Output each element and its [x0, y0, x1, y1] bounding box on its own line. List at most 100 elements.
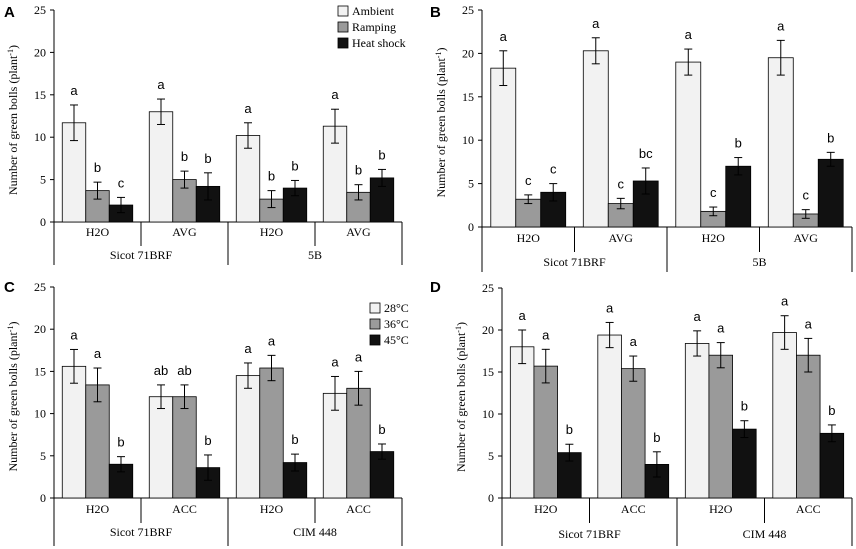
panel-a-ytick-label: 0	[40, 215, 46, 229]
panel-d-bar	[796, 354, 821, 499]
panel-b-significance-letter: b	[827, 130, 834, 145]
panel-d-significance-letter: a	[519, 308, 527, 323]
panel-c-bar	[148, 396, 174, 499]
panel-d-category-label: ACC	[621, 502, 646, 516]
panel-b-significance-letter: c	[525, 173, 532, 188]
panel-b-bar	[817, 158, 844, 228]
panel-b-significance-letter: b	[735, 136, 742, 151]
panel-c-legend-label: 36°C	[384, 317, 409, 331]
panel-d-bar	[533, 365, 558, 499]
panel-d-significance-letter: b	[828, 403, 835, 418]
panel-b-category-label: AVG	[794, 231, 819, 245]
panel-a: A 0 5 10 15 20 25 Number of green bolls (plant…	[4, 3, 406, 265]
panel-c-ytick-label: 5	[40, 449, 46, 463]
panel-a-legend-swatch	[337, 5, 349, 17]
panel-d-significance-letter: a	[630, 334, 638, 349]
panel-d-ylabel: Number of green bolls (plant-1)	[454, 322, 469, 472]
panel-d-bar	[708, 354, 733, 499]
panel-d-significance-letter: a	[717, 321, 725, 336]
panel-c-significance-letter: a	[355, 349, 363, 364]
panel-d-significance-letter: a	[542, 327, 550, 342]
panel-c-bar	[259, 367, 284, 499]
panel-c-significance-letter: a	[268, 333, 276, 348]
panel-a-ytick-label: 5	[40, 173, 46, 187]
panel-a-significance-letter: b	[268, 169, 275, 184]
panel-b-significance-letter: a	[592, 16, 600, 31]
panel-a-category-label: H2O	[260, 225, 284, 239]
panel-d-ytick-label: 15	[482, 365, 494, 379]
panel-c-ytick-label: 25	[34, 280, 46, 294]
panel-a-ytick-label: 10	[34, 130, 46, 144]
panel-b-ytick-label: 15	[462, 90, 474, 104]
panel-c-category-label: H2O	[260, 502, 284, 516]
panel-c-legend-label: 28°C	[384, 301, 409, 315]
panel-a-significance-letter: b	[94, 160, 101, 175]
panel-a-significance-letter: b	[355, 163, 362, 178]
panel-c-ytick-label: 20	[34, 322, 46, 336]
panel-a-legend-label: Ramping	[352, 20, 396, 34]
panel-c-significance-letter: b	[117, 435, 124, 450]
panel-c-significance-letter: a	[70, 327, 78, 342]
panel-a-legend-label: Ambient	[352, 4, 395, 18]
panel-d-bar	[772, 332, 797, 499]
panel-b: B 0 5 10 15 20 25 Number of green bolls (plant…	[430, 3, 853, 272]
panel-b-ytick-label: 25	[462, 3, 474, 17]
panel-b-bar	[582, 50, 609, 228]
panel-c-bar	[61, 365, 87, 499]
panel-b-significance-letter: c	[803, 188, 810, 203]
panel-b-letter: B	[430, 4, 441, 21]
panel-b-significance-letter: a	[500, 29, 508, 44]
panel-a-significance-letter: b	[204, 151, 211, 166]
panel-b-category-label: H2O	[702, 231, 726, 245]
panel-c-category-label: ACC	[172, 502, 197, 516]
panel-d-group-label: Sicot 71BRF	[558, 527, 621, 541]
panel-d-significance-letter: a	[606, 300, 614, 315]
panel-b-significance-letter: a	[777, 18, 785, 33]
panel-b-significance-letter: c	[550, 162, 557, 177]
panel-a-bar	[148, 111, 174, 223]
panel-d-letter: D	[430, 279, 441, 296]
panel-b-group-label: 5B	[752, 255, 766, 269]
panel-b-bar	[490, 67, 517, 228]
panel-b-ylabel: Number of green bolls (plant-1)	[434, 48, 449, 198]
panel-a-group-label: 5B	[308, 248, 322, 262]
panel-a-significance-letter: a	[70, 83, 78, 98]
panel-c-legend-label: 45°C	[384, 333, 409, 347]
panel-c-legend-swatch	[369, 302, 381, 314]
panel-a-significance-letter: b	[291, 158, 298, 173]
panel-b-ytick-label: 5	[468, 177, 474, 191]
panel-c-significance-letter: ab	[154, 363, 168, 378]
panel-d-group-label: CIM 448	[743, 527, 787, 541]
panel-d-significance-letter: b	[741, 399, 748, 414]
panel-c-ytick-label: 0	[40, 491, 46, 505]
panel-d-significance-letter: b	[566, 422, 573, 437]
panel-d-bar	[597, 334, 622, 499]
panel-c-significance-letter: a	[244, 341, 252, 356]
panel-a-letter: A	[4, 4, 15, 21]
panel-a-significance-letter: a	[157, 77, 165, 92]
panel-d-ytick-label: 20	[482, 323, 494, 337]
panel-d-ytick-label: 25	[482, 281, 494, 295]
panel-a-ytick-label: 15	[34, 88, 46, 102]
panel-a-group-label: Sicot 71BRF	[110, 248, 173, 262]
panel-c-group-label: Sicot 71BRF	[110, 525, 173, 539]
panel-c-significance-letter: b	[204, 433, 211, 448]
panel-d-significance-letter: a	[805, 316, 813, 331]
panel-d-bar	[819, 432, 845, 499]
panel-a-significance-letter: a	[331, 87, 339, 102]
panel-c-bar	[172, 396, 197, 499]
panel-d-significance-letter: a	[694, 309, 702, 324]
panel-a-significance-letter: b	[181, 149, 188, 164]
panel-b-category-label: H2O	[517, 231, 541, 245]
panel-c-legend-swatch	[369, 334, 381, 346]
panel-d-category-label: H2O	[709, 502, 733, 516]
panel-b-significance-letter: a	[685, 27, 693, 42]
panel-c-ytick-label: 10	[34, 407, 46, 421]
panel-c: C 0 5 10 15 20 25 Number of green bolls (plant…	[4, 279, 409, 546]
panel-d-significance-letter: b	[653, 430, 660, 445]
panel-b-ytick-label: 10	[462, 133, 474, 147]
panel-a-ylabel: Number of green bolls (plant-1)	[6, 45, 21, 195]
panel-c-category-label: ACC	[346, 502, 371, 516]
panel-d-bar	[732, 428, 757, 499]
